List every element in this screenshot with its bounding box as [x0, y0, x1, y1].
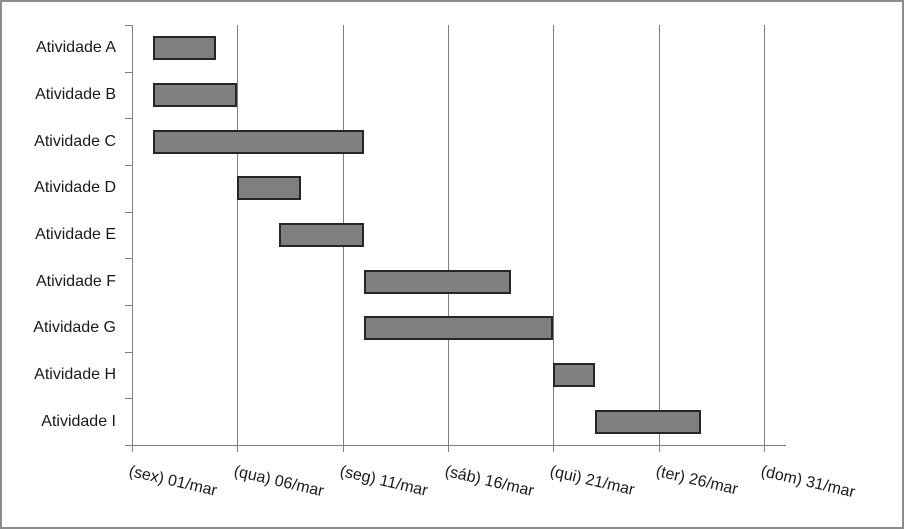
y-axis-tick: [125, 211, 132, 213]
y-axis-tick: [125, 305, 132, 306]
y-axis-tick: [125, 258, 132, 260]
x-axis-date-label: (sex) 01/mar: [127, 463, 219, 500]
category-label: Atividade I: [41, 412, 116, 430]
gantt-bar-g: [363, 316, 554, 341]
y-axis-tick: [125, 25, 132, 26]
gantt-bar-b: [153, 83, 238, 107]
gantt-bar-d: [237, 176, 301, 201]
x-axis-tick: [237, 445, 239, 452]
gantt-bar-h: [553, 363, 596, 387]
vertical-gridline: [553, 25, 555, 445]
vertical-gridline: [237, 25, 239, 445]
x-axis-date-label: (qua) 06/mar: [232, 463, 326, 501]
y-axis-tick: [125, 351, 132, 353]
category-label: Atividade C: [34, 132, 116, 150]
category-label: Atividade A: [35, 39, 116, 57]
x-axis-date-label: (sáb) 16/mar: [443, 463, 536, 500]
y-axis-line: [132, 25, 133, 446]
gantt-bar-c: [153, 129, 364, 154]
x-axis-date-label: (ter) 26/mar: [653, 463, 740, 499]
y-axis-tick: [125, 445, 132, 446]
x-axis-tick: [447, 445, 449, 452]
x-axis-tick: [553, 445, 555, 452]
x-axis-date-label: (seg) 11/mar: [337, 463, 429, 500]
gantt-bar-i: [595, 409, 701, 434]
y-axis-tick: [125, 165, 132, 166]
category-label: Atividade H: [34, 366, 116, 383]
vertical-gridline: [658, 25, 660, 445]
vertical-gridline: [447, 25, 449, 445]
category-label: Atividade B: [35, 86, 116, 103]
y-axis-tick: [125, 398, 132, 400]
category-label: Atividade G: [33, 319, 116, 337]
category-label: Atividade F: [35, 272, 116, 290]
x-axis-date-label: (qui) 21/mar: [548, 463, 637, 499]
y-axis-tick: [125, 118, 132, 120]
x-axis-tick: [763, 445, 765, 452]
x-axis-tick: [658, 445, 660, 452]
category-label: Atividade E: [35, 226, 116, 243]
y-axis-tick: [125, 71, 132, 73]
gantt-bar-f: [363, 269, 512, 294]
x-axis-tick: [132, 445, 133, 452]
category-label: Atividade D: [34, 179, 116, 197]
gantt-bar-a: [153, 36, 217, 61]
vertical-gridline: [763, 25, 765, 445]
x-axis-tick: [342, 445, 344, 452]
x-axis-date-label: (dom) 31/mar: [759, 463, 857, 502]
x-axis-line: [132, 445, 786, 446]
gantt-bar-e: [279, 223, 364, 247]
